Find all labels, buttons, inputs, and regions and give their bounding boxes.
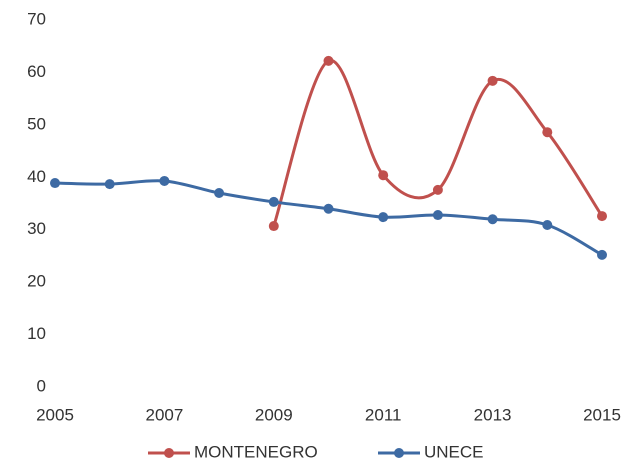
- data-point: [159, 175, 170, 186]
- y-tick-label: 10: [27, 324, 46, 343]
- x-tick-label: 2013: [474, 405, 512, 424]
- data-point: [432, 184, 443, 195]
- data-point: [378, 170, 389, 181]
- data-point: [432, 210, 443, 221]
- legend-marker: [394, 448, 404, 458]
- data-point: [268, 221, 279, 232]
- data-point: [378, 212, 389, 223]
- data-point: [487, 75, 498, 86]
- series-line: [272, 59, 604, 227]
- data-point: [323, 55, 334, 66]
- y-tick-label: 70: [27, 9, 46, 28]
- y-tick-label: 30: [27, 219, 46, 238]
- legend-label: UNECE: [424, 442, 484, 461]
- y-tick-label: 0: [37, 376, 46, 395]
- legend-marker: [164, 448, 174, 458]
- data-point: [104, 179, 115, 190]
- data-point: [50, 178, 60, 189]
- x-tick-label: 2007: [145, 405, 183, 424]
- data-point: [542, 127, 553, 138]
- legend-label: MONTENEGRO: [194, 442, 318, 461]
- data-point: [214, 188, 225, 199]
- x-tick-label: 2009: [255, 405, 293, 424]
- x-tick-label: 2011: [365, 405, 402, 424]
- data-point: [597, 211, 607, 222]
- series-line: [54, 179, 603, 257]
- data-point: [487, 214, 498, 225]
- y-tick-label: 50: [27, 114, 46, 133]
- data-point: [268, 196, 279, 207]
- x-tick-label: 2015: [583, 405, 621, 424]
- data-point: [597, 249, 607, 260]
- data-point: [542, 219, 553, 230]
- y-tick-label: 60: [27, 62, 46, 81]
- data-point: [323, 203, 334, 214]
- x-tick-label: 2005: [36, 405, 74, 424]
- y-tick-label: 40: [27, 167, 46, 186]
- y-tick-label: 20: [27, 272, 46, 291]
